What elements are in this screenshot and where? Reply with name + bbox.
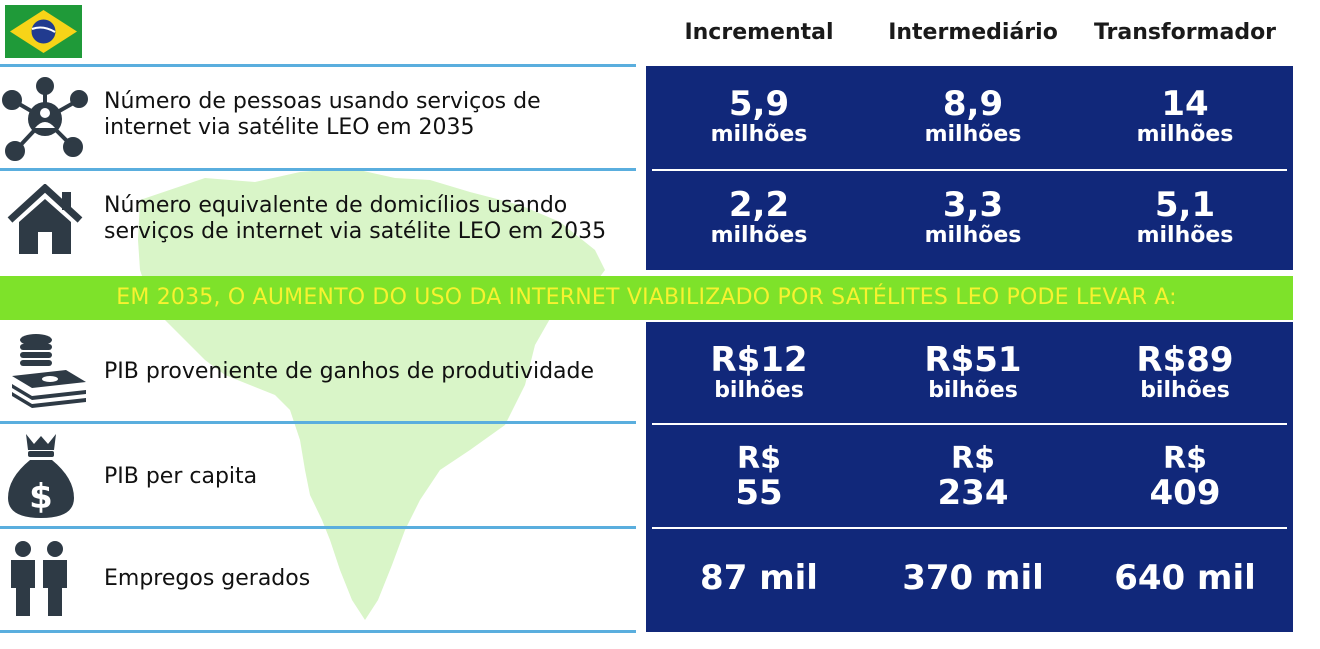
panel-divider <box>652 423 1287 425</box>
panel-divider <box>652 169 1287 171</box>
value-number: 370 mil <box>902 558 1044 598</box>
money-bag-icon: $ <box>8 434 74 518</box>
value-unit: bilhões <box>1140 378 1230 403</box>
value-cell: 8,9 milhões <box>866 86 1080 148</box>
value-number: 5,9 <box>728 84 790 124</box>
value-unit: milhões <box>710 223 808 248</box>
value-cell: R$ 234 <box>866 441 1080 513</box>
network-person-icon <box>2 77 88 161</box>
row-label-line: internet via satélite LEO em 2035 <box>104 115 475 140</box>
row-label-pib-per-capita: PIB per capita <box>104 464 258 489</box>
row-divider <box>0 526 636 529</box>
row-divider <box>0 421 636 424</box>
value-unit: milhões <box>710 122 808 147</box>
column-header-intermediario: Intermediário <box>888 20 1058 45</box>
house-icon <box>7 184 83 254</box>
row-label-line: Número equivalente de domicílios usando <box>104 193 568 218</box>
row-label-pessoas: Número de pessoas usando serviços de int… <box>104 89 541 141</box>
svg-text:$: $ <box>29 477 53 517</box>
value-currency: R$ <box>1163 441 1207 476</box>
value-unit: milhões <box>1136 122 1234 147</box>
value-number: 409 <box>1149 473 1221 513</box>
panel-divider <box>652 527 1287 529</box>
value-cell: 2,2 milhões <box>652 187 866 249</box>
value-number: 55 <box>735 473 783 513</box>
value-cell: 5,9 milhões <box>652 86 866 148</box>
highlight-banner: EM 2035, O AUMENTO DO USO DA INTERNET VI… <box>0 276 1293 320</box>
value-cell: 87 mil <box>652 560 866 596</box>
value-cell: 14 milhões <box>1078 86 1292 148</box>
value-cell: 5,1 milhões <box>1078 187 1292 249</box>
row-label-line: Número de pessoas usando serviços de <box>104 89 541 114</box>
value-number: 5,1 <box>1154 185 1216 225</box>
row-divider <box>0 168 636 171</box>
value-number: 3,3 <box>942 185 1004 225</box>
value-number: 234 <box>937 473 1009 513</box>
row-label-pib-produtividade: PIB proveniente de ganhos de produtivida… <box>104 359 595 384</box>
value-cell: R$51 bilhões <box>866 342 1080 404</box>
value-number: 2,2 <box>728 185 790 225</box>
row-divider <box>0 630 636 633</box>
value-cell: R$ 409 <box>1078 441 1292 513</box>
column-header-transformador: Transformador <box>1093 20 1277 45</box>
coins-cash-icon <box>12 334 86 408</box>
column-header-incremental: Incremental <box>684 20 834 45</box>
brazil-flag <box>5 5 82 58</box>
value-unit: milhões <box>1136 223 1234 248</box>
value-unit: milhões <box>924 223 1022 248</box>
value-cell: R$12 bilhões <box>652 342 866 404</box>
value-cell: 370 mil <box>866 560 1080 596</box>
value-currency: R$ <box>951 441 995 476</box>
people-icon <box>11 541 67 616</box>
row-divider <box>0 64 636 67</box>
value-number: 8,9 <box>942 84 1004 124</box>
value-number: R$51 <box>924 340 1022 380</box>
value-number: R$89 <box>1136 340 1234 380</box>
row-label-empregos: Empregos gerados <box>104 566 311 591</box>
value-number: 87 mil <box>700 558 818 598</box>
value-cell: 640 mil <box>1078 560 1292 596</box>
brazil-flag-icon <box>5 5 82 58</box>
value-unit: bilhões <box>928 378 1018 403</box>
values-panel-top <box>646 66 1293 270</box>
values-panel-bottom <box>646 322 1293 632</box>
value-cell: R$ 55 <box>652 441 866 513</box>
value-number: R$12 <box>710 340 808 380</box>
value-cell: 3,3 milhões <box>866 187 1080 249</box>
value-unit: bilhões <box>714 378 804 403</box>
value-unit: milhões <box>924 122 1022 147</box>
value-cell: R$89 bilhões <box>1078 342 1292 404</box>
value-currency: R$ <box>737 441 781 476</box>
row-label-line: serviços de internet via satélite LEO em… <box>104 219 607 244</box>
value-number: 14 <box>1161 84 1209 124</box>
row-label-domicilios: Número equivalente de domicílios usando … <box>104 193 606 245</box>
value-number: 640 mil <box>1114 558 1256 598</box>
